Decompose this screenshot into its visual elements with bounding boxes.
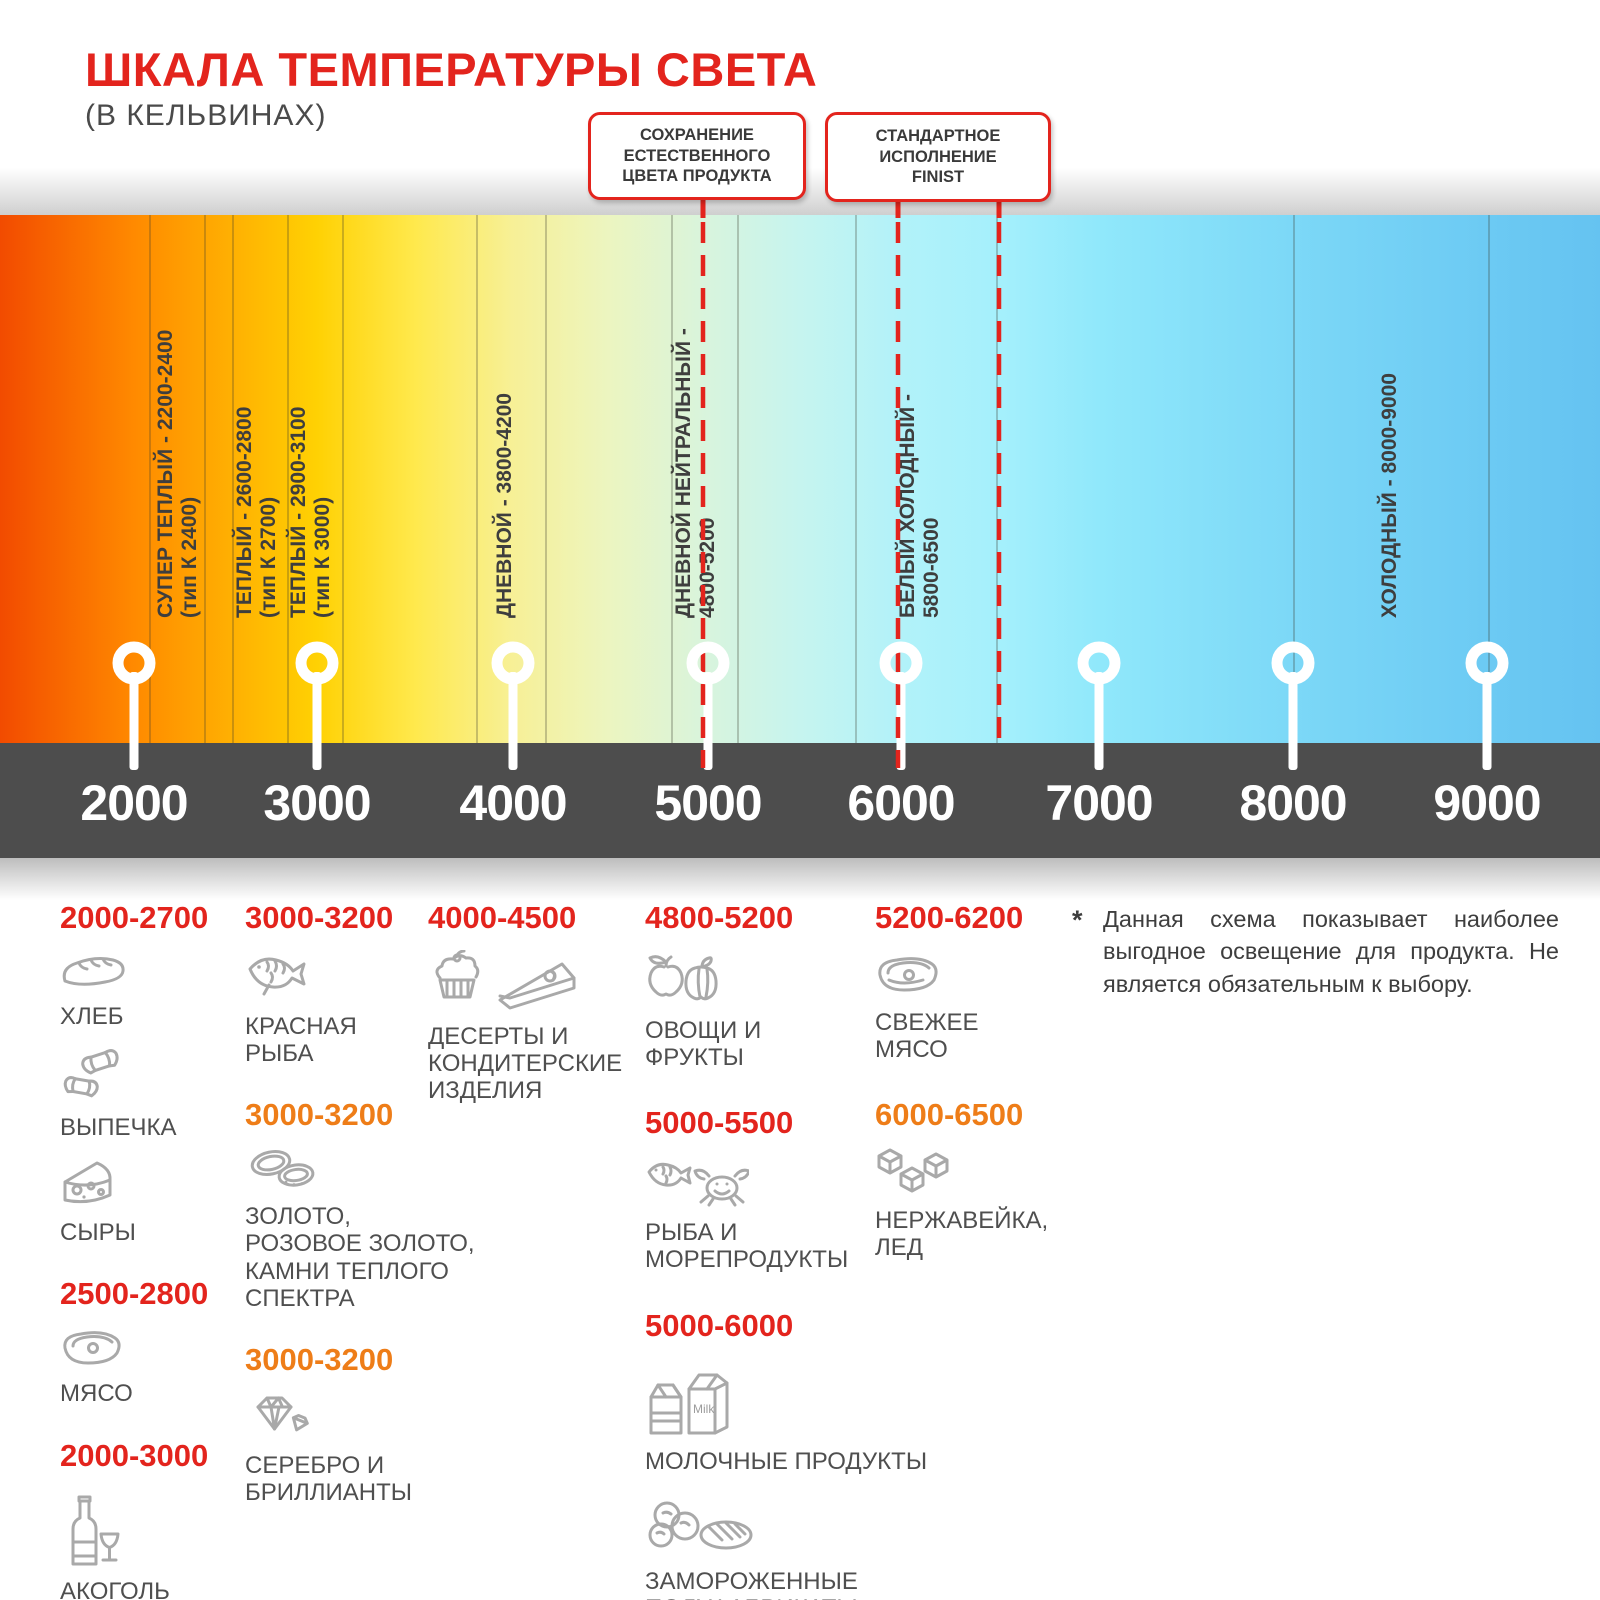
- item-label: НЕРЖАВЕЙКА, ЛЕД: [875, 1207, 1049, 1262]
- range-heading: 3000-3200: [245, 1096, 394, 1132]
- item-label: ВЫПЕЧКА: [60, 1113, 177, 1141]
- tick-7000: 7000: [1045, 775, 1153, 831]
- rings-icon: [250, 1150, 315, 1187]
- category-item-frozen: ЗАМОРОЖЕННЫЕ ПОЛУФАБРИКАТЫ: [645, 1495, 885, 1600]
- range-heading: 5000-6000: [645, 1307, 794, 1343]
- callout-finist-standard: СТАНДАРТНОЕ ИСПОЛНЕНИЕ FINIST: [825, 112, 1051, 202]
- item-label: АКОГОЛЬ: [60, 1578, 170, 1600]
- band-label-cold: ХОЛОДНЫЙ - 8000-9000: [1378, 373, 1401, 618]
- category-column-1: 2000-2700 ХЛЕБ ВЫПЕЧКА: [60, 900, 240, 1600]
- category-item-vegetables-fruits: ОВОЩИ И ФРУКТЫ: [645, 950, 885, 1071]
- band-label-warm-2700: ТЕПЛЫЙ - 2600-2800 (тип К 2700): [233, 406, 280, 618]
- fish-icon: [248, 957, 306, 996]
- range-heading: 3000-3200: [245, 1341, 394, 1377]
- category-column-3: 4000-4500 ДЕСЕРТЫ И КОНДИТЕРСКИЕ ИЗДЕЛИЯ: [428, 900, 643, 1119]
- category-item-cheese: СЫРЫ: [60, 1156, 240, 1246]
- category-item-dairy: Milk МОЛОЧНЫЕ ПРОДУКТЫ: [645, 1357, 928, 1476]
- item-label: МОЛОЧНЫЕ ПРОДУКТЫ: [645, 1448, 928, 1476]
- tick-8000: 8000: [1239, 775, 1347, 831]
- footnote-text: Данная схема показывает наиболее выгодно…: [1103, 906, 1559, 997]
- frozen-icon: [648, 1501, 753, 1550]
- item-label: ДЕСЕРТЫ И КОНДИТЕРСКИЕ ИЗДЕЛИЯ: [428, 1022, 623, 1104]
- range-heading: 3000-3200: [245, 900, 394, 935]
- diamond-icon: [256, 1396, 309, 1432]
- item-label: СЫРЫ: [60, 1218, 136, 1246]
- item-label: СЕРЕБРО И БРИЛЛИАНТЫ: [245, 1452, 413, 1507]
- item-label: РЫБА И МОРЕПРОДУКТЫ: [645, 1219, 849, 1274]
- bread-icon: [62, 956, 125, 986]
- callout-finist-standard-text: СТАНДАРТНОЕ ИСПОЛНЕНИЕ FINIST: [875, 127, 1001, 187]
- milk-carton-text: Milk: [693, 1402, 715, 1416]
- ice-icon: [877, 1148, 949, 1193]
- item-label: ХЛЕБ: [60, 1002, 124, 1030]
- category-column-2: 3000-3200 КРАСНАЯ РЫБА 3000-3200 ЗОЛОТО,…: [245, 900, 485, 1522]
- category-column-4: 4800-5200 ОВОЩИ И ФРУКТЫ 5000-5500: [645, 900, 928, 1600]
- item-label: КРАСНАЯ РЫБА: [245, 1012, 357, 1067]
- category-item-bread: ХЛЕБ: [60, 950, 240, 1030]
- range-heading: 6000-6500: [875, 1096, 1024, 1132]
- croissant-icon: [63, 1048, 119, 1097]
- tick-2000: 2000: [80, 775, 188, 831]
- item-label: МЯСО: [60, 1380, 133, 1408]
- range-heading: 2000-3000: [60, 1437, 209, 1473]
- callout-natural-color-text: СОХРАНЕНИЕ ЕСТЕСТВЕННОГО ЦВЕТА ПРОДУКТА: [622, 126, 772, 186]
- tick-3000: 3000: [263, 775, 371, 831]
- category-item-meat: МЯСО: [60, 1325, 240, 1407]
- band-label-daylight: ДНЕВНОЙ - 3800-4200: [493, 393, 516, 618]
- milk-icon: Milk: [649, 1373, 729, 1435]
- category-item-red-fish: КРАСНАЯ РЫБА: [245, 950, 485, 1067]
- category-item-gold: ЗОЛОТО, РОЗОВОЕ ЗОЛОТО, КАМНИ ТЕПЛОГО СП…: [245, 1146, 485, 1312]
- category-item-silver-diamonds: СЕРЕБРО И БРИЛЛИАНТЫ: [245, 1391, 485, 1506]
- item-label: СВЕЖЕЕ МЯСО: [875, 1008, 979, 1063]
- range-heading: 5200-6200: [875, 900, 1024, 935]
- vegetables-icon: [648, 954, 718, 1000]
- category-item-desserts: ДЕСЕРТЫ И КОНДИТЕРСКИЕ ИЗДЕЛИЯ: [428, 949, 643, 1104]
- meat-icon: [63, 1331, 121, 1365]
- footnote-marker: *: [1072, 905, 1083, 935]
- temperature-gradient-band: [0, 215, 1600, 743]
- category-item-fresh-meat: СВЕЖЕЕ МЯСО: [875, 950, 1085, 1063]
- item-label: ОВОЩИ И ФРУКТЫ: [645, 1016, 762, 1071]
- page-subtitle: (В КЕЛЬВИНАХ): [85, 99, 327, 132]
- band-label-super-warm: СУПЕР ТЕПЛЫЙ - 2200-2400 (тип К 2400): [154, 329, 201, 618]
- page-title: ШКАЛА ТЕМПЕРАТУРЫ СВЕТА: [85, 43, 818, 96]
- band-label-daylight-neutral: ДНЕВНОЙ НЕЙТРАЛЬНЫЙ - 4800-5200: [672, 328, 719, 618]
- steak-icon: [878, 956, 938, 992]
- range-heading: 5000-5500: [645, 1104, 794, 1140]
- category-item-pastry: ВЫПЕЧКА: [60, 1045, 240, 1141]
- band-label-white-cold: БЕЛЫЙ ХОЛОДНЫЙ - 5800-6500: [896, 394, 943, 618]
- cheese-icon: [63, 1161, 112, 1203]
- alcohol-icon: [71, 1495, 120, 1566]
- tick-6000: 6000: [847, 775, 955, 831]
- callout-natural-color: СОХРАНЕНИЕ ЕСТЕСТВЕННОГО ЦВЕТА ПРОДУКТА: [588, 112, 806, 200]
- tick-4000: 4000: [459, 775, 567, 831]
- category-item-stainless-ice: НЕРЖАВЕЙКА, ЛЕД: [875, 1146, 1085, 1261]
- seafood-icon: [647, 1163, 751, 1207]
- category-item-fish-seafood: РЫБА И МОРЕПРОДУКТЫ: [645, 1154, 885, 1273]
- range-heading: 4000-4500: [428, 900, 577, 935]
- tick-5000: 5000: [654, 775, 762, 831]
- bar-bottom-shadow: [0, 858, 1600, 900]
- category-item-alcohol: АКОГОЛЬ: [60, 1487, 240, 1600]
- category-column-5: 5200-6200 СВЕЖЕЕ МЯСО 6000-6500: [875, 900, 1085, 1277]
- range-heading: 4800-5200: [645, 900, 794, 935]
- item-label: ЗОЛОТО, РОЗОВОЕ ЗОЛОТО, КАМНИ ТЕПЛОГО СП…: [245, 1203, 475, 1312]
- item-label: ЗАМОРОЖЕННЫЕ ПОЛУФАБРИКАТЫ: [645, 1568, 858, 1600]
- range-heading: 2000-2700: [60, 900, 209, 935]
- band-label-warm-3000: ТЕПЛЫЙ - 2900-3100 (тип К 3000): [287, 406, 334, 618]
- range-heading: 2500-2800: [60, 1275, 209, 1311]
- kelvin-axis-bar: [0, 743, 1600, 858]
- tick-9000: 9000: [1433, 775, 1541, 831]
- dessert-icon: [435, 949, 576, 1010]
